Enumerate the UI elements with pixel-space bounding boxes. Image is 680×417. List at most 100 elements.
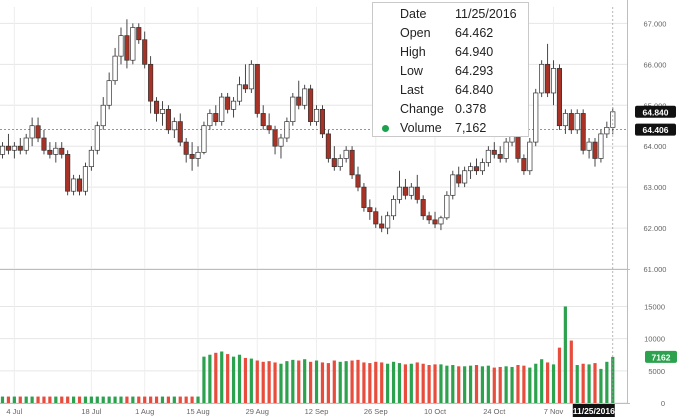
candle-body [568, 113, 574, 131]
candle-body [468, 166, 474, 172]
volume-bar [510, 366, 514, 403]
price-tooltip: Date 11/25/2016 Open 64.462 High 64.940 … [372, 2, 529, 137]
volume-bar [267, 361, 271, 403]
candle-body [592, 141, 598, 159]
candle-body [11, 145, 17, 151]
volume-bar [492, 367, 496, 403]
volume-bar [528, 367, 532, 403]
candle-body [225, 96, 231, 110]
price-tick-label: 64.000 [644, 142, 667, 151]
candle-body [148, 63, 154, 102]
volume-bar [332, 360, 336, 403]
candle-body [539, 63, 545, 94]
volume-bar [540, 359, 544, 403]
volume-bar [196, 396, 200, 403]
candle-body [189, 154, 195, 159]
volume-bar [214, 352, 218, 403]
candle-body [59, 147, 65, 155]
volume-bar [314, 360, 319, 403]
candle-body [248, 63, 254, 90]
volume-bar [380, 362, 384, 403]
x-tick-label: 12 Sep [305, 407, 329, 416]
candle-body [106, 80, 112, 106]
volume-bar [6, 396, 11, 403]
volume-bar [255, 360, 259, 403]
candle-body [88, 149, 94, 168]
candle-body [402, 186, 408, 196]
volume-bar [362, 362, 366, 403]
candle-body [527, 141, 533, 172]
candle-body [373, 211, 379, 225]
volume-bar [445, 365, 449, 403]
candle-body [290, 96, 296, 122]
volume-bar [60, 396, 64, 403]
candle-body [195, 151, 201, 159]
volume-bar [551, 364, 556, 403]
volume-bar [172, 396, 176, 403]
tooltip-value: 64.940 [455, 45, 494, 59]
candle-body [35, 125, 41, 139]
volume-bar [30, 396, 34, 403]
candle-body [343, 149, 349, 159]
candle-body [485, 149, 491, 163]
candle-body [337, 158, 343, 168]
date-tag [572, 404, 615, 417]
volume-bar [226, 354, 230, 403]
volume-bar [427, 365, 431, 403]
volume-bar [279, 363, 283, 403]
volume-bar [119, 396, 123, 403]
date-label: 11/25/2016 [573, 406, 615, 416]
volume-bar [522, 365, 526, 403]
volume-tick-label: 15000 [644, 302, 665, 311]
volume-bar [605, 361, 609, 403]
candle-body [213, 113, 219, 122]
candle-body [124, 35, 130, 61]
tooltip-row-low: Low 64.293 [373, 62, 528, 81]
volume-bar [457, 366, 461, 403]
volume-bar [48, 396, 52, 403]
volume-bar [303, 359, 307, 403]
volume-bar [77, 396, 82, 403]
candle-body [278, 137, 284, 147]
volume-bar [89, 396, 93, 403]
volume-bar [24, 396, 28, 403]
candle-body [272, 129, 278, 147]
volume-bar [113, 396, 117, 403]
price-tick-label: 67.000 [644, 19, 667, 28]
candle-body [545, 63, 551, 94]
volume-bar [154, 396, 159, 403]
ref-price-label: 64.406 [643, 125, 669, 135]
candle-body [491, 149, 497, 155]
volume-bar [593, 363, 597, 403]
candle-body [201, 125, 207, 153]
volume-tick-label: 0 [661, 399, 665, 408]
volume-bar [54, 396, 58, 403]
candle-body [396, 186, 403, 200]
tooltip-label: Low [400, 64, 423, 78]
price-tick-label: 65.000 [644, 101, 667, 110]
volume-bar [125, 396, 129, 403]
candle-body [473, 166, 480, 172]
candle-body [154, 100, 160, 114]
candle-body [308, 88, 314, 122]
candle-body [367, 207, 373, 213]
candle-body [550, 68, 557, 94]
tooltip-label: Change [400, 102, 444, 116]
candle-body [82, 166, 89, 192]
candle-body [408, 186, 414, 196]
candle-body [17, 145, 23, 151]
volume-bar [326, 363, 330, 403]
price-tick-label: 62.000 [644, 224, 667, 233]
candle-body [580, 113, 586, 151]
x-tick-label: 1 Aug [135, 407, 154, 416]
candle-body [260, 113, 266, 127]
candle-body [100, 104, 106, 127]
volume-bar [569, 340, 573, 403]
candle-body [497, 154, 503, 159]
x-tick-label: 18 Jul [81, 407, 101, 416]
volume-bar [350, 360, 354, 403]
x-tick-label: 10 Oct [424, 407, 447, 416]
volume-bar [546, 362, 550, 403]
candle-body [414, 186, 420, 200]
